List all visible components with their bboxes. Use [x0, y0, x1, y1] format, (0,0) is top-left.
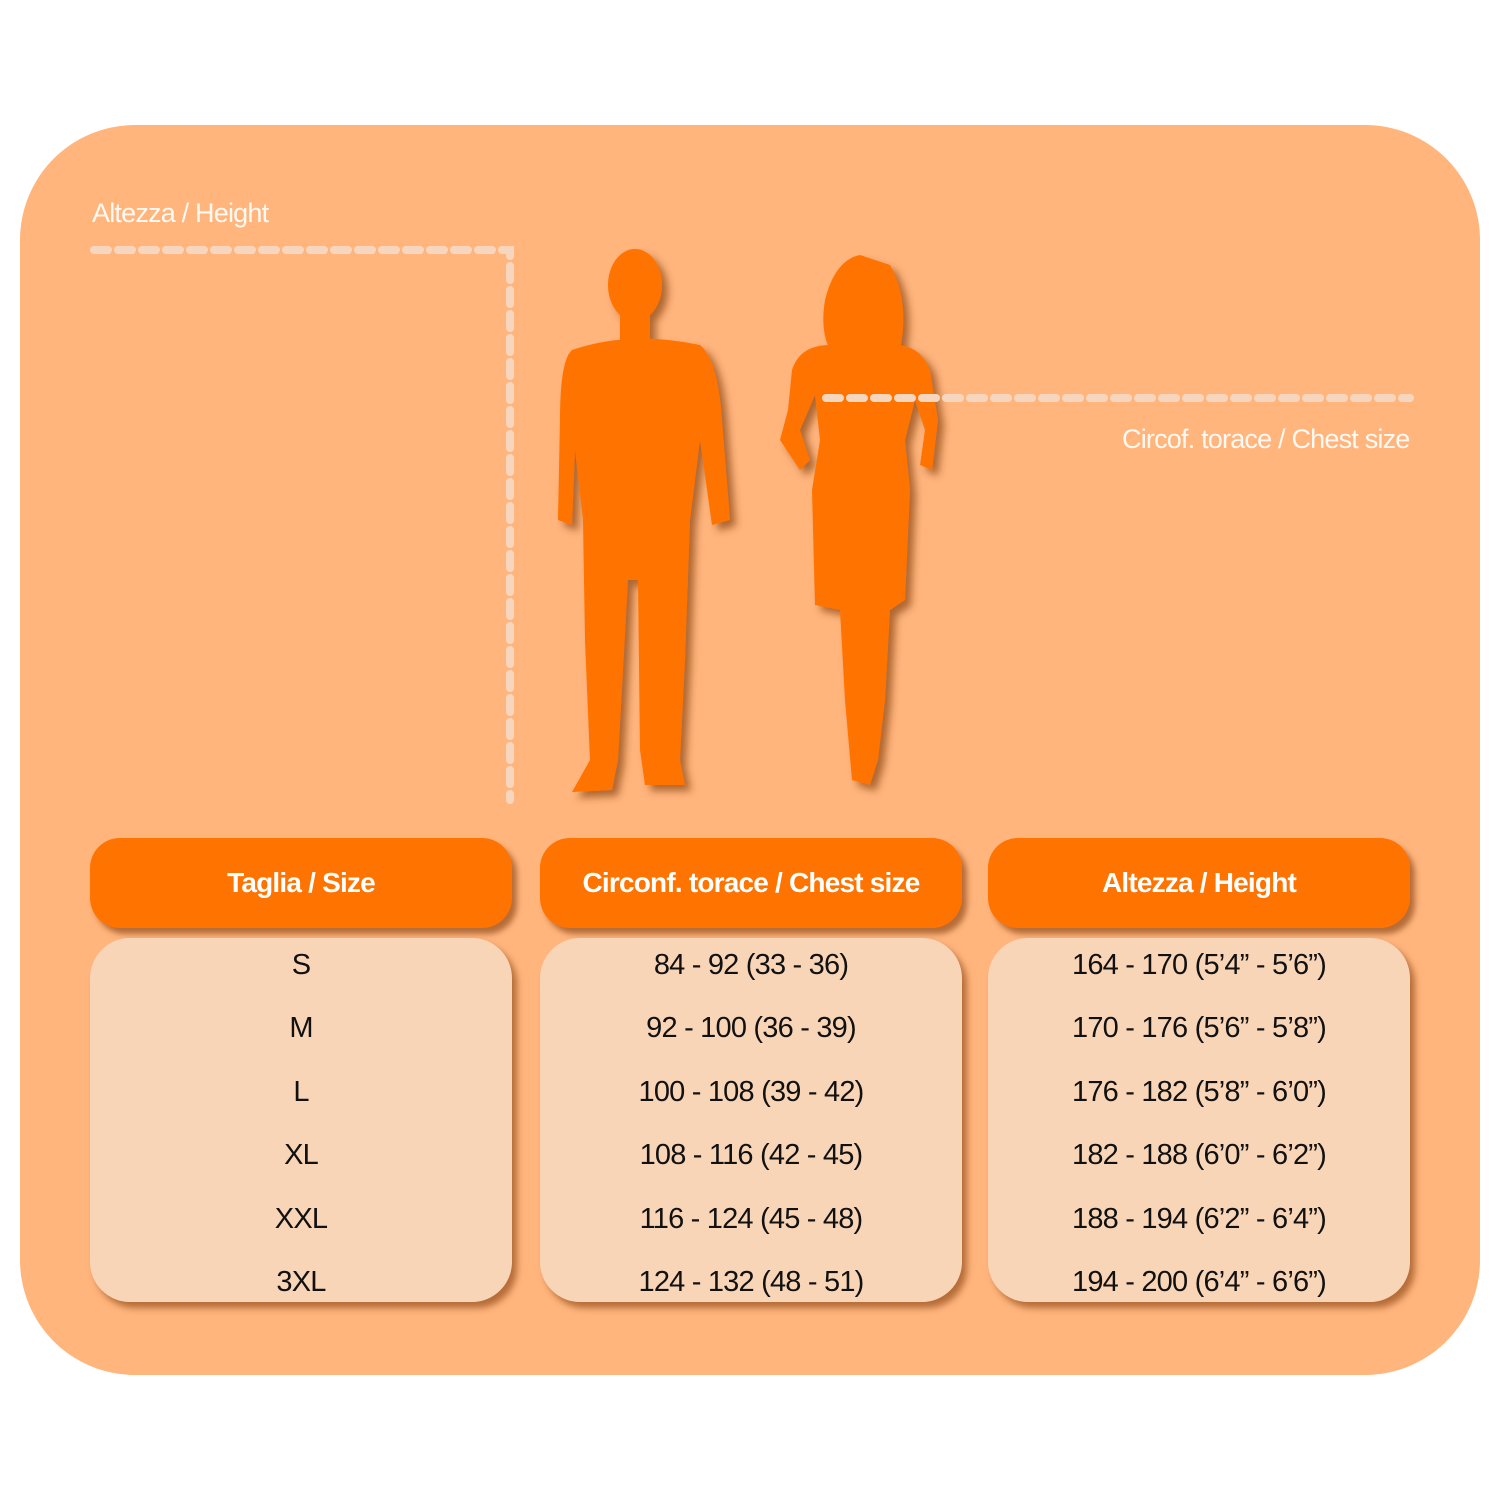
height-cell: 182 - 188 (6’0” - 6’2”) [1072, 1139, 1327, 1171]
size-cell: S [291, 949, 311, 981]
size-cell: M [289, 1012, 313, 1044]
chest-cell: 124 - 132 (48 - 51) [638, 1266, 865, 1298]
size-cell: XXL [274, 1203, 328, 1235]
size-cell: L [293, 1076, 309, 1108]
chest-label: Circof. torace / Chest size [1122, 424, 1410, 454]
chest-cell: 108 - 116 (42 - 45) [639, 1139, 864, 1171]
height-guide-line [90, 246, 514, 804]
header-size: Taglia / Size [90, 838, 512, 928]
man-silhouette-icon [558, 249, 730, 792]
chest-column: 84 - 92 (33 - 36) 92 - 100 (36 - 39) 100… [540, 938, 962, 1302]
woman-silhouette-icon [780, 255, 938, 785]
figures [90, 246, 1414, 804]
size-cell: 3XL [276, 1266, 326, 1298]
height-cell: 170 - 176 (5’6” - 5’8”) [1072, 1012, 1327, 1044]
chest-cell: 84 - 92 (33 - 36) [653, 949, 849, 981]
chest-cell: 116 - 124 (45 - 48) [639, 1203, 864, 1235]
height-cell: 176 - 182 (5’8” - 6’0”) [1072, 1076, 1327, 1108]
height-column: 164 - 170 (5’4” - 5’6”) 170 - 176 (5’6” … [988, 938, 1410, 1302]
size-column: S M L XL XXL 3XL [90, 938, 512, 1302]
header-chest: Circonf. torace / Chest size [540, 838, 962, 928]
height-cell: 194 - 200 (6’4” - 6’6”) [1072, 1266, 1327, 1298]
chest-cell: 92 - 100 (36 - 39) [646, 1012, 856, 1044]
header-height: Altezza / Height [988, 838, 1410, 928]
size-cell: XL [284, 1139, 319, 1171]
height-cell: 188 - 194 (6’2” - 6’4”) [1072, 1203, 1327, 1235]
height-cell: 164 - 170 (5’4” - 5’6”) [1072, 949, 1327, 981]
height-label: Altezza / Height [92, 198, 269, 228]
chest-cell: 100 - 108 (39 - 42) [638, 1076, 865, 1108]
